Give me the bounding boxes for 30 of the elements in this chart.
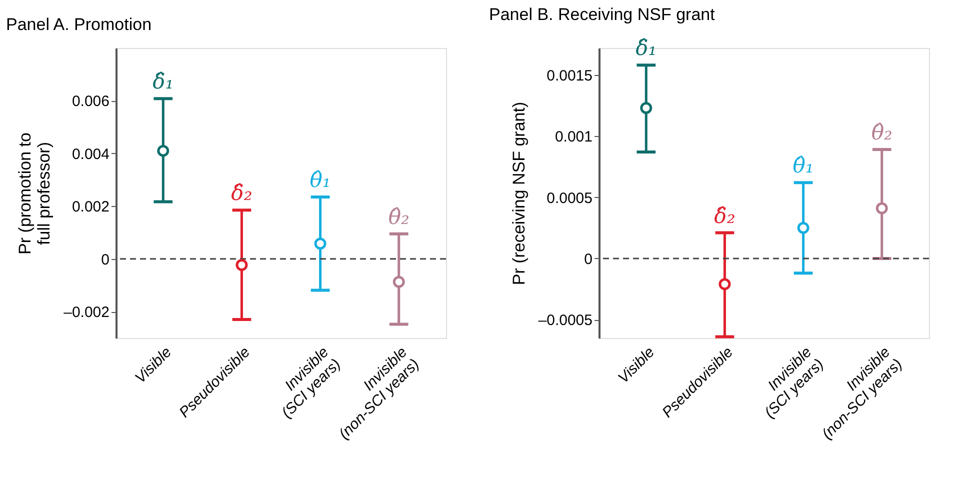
y-tick-label: 0.001 bbox=[554, 128, 592, 146]
point bbox=[236, 258, 248, 271]
y-tick-label: 0.002 bbox=[72, 198, 110, 216]
y-tick-label: 0 bbox=[584, 250, 592, 268]
y-tick-label: 0 bbox=[101, 251, 110, 268]
annotation: θ̂₂ bbox=[871, 120, 892, 145]
chart-title: Panel B. Receiving NSF grant bbox=[489, 5, 716, 24]
annotation: θ̂₁ bbox=[310, 168, 331, 192]
annotation: δ̂₁ bbox=[152, 70, 174, 94]
y-axis-title: Pr (promotion to full professor) bbox=[16, 132, 54, 254]
point bbox=[314, 238, 326, 250]
point bbox=[392, 276, 405, 288]
annotation: δ̂₂ bbox=[231, 181, 252, 206]
point bbox=[797, 222, 810, 234]
y-tick-label: 0.004 bbox=[72, 146, 110, 163]
annotation: δ̂₁ bbox=[636, 36, 657, 60]
y-axis-title: Pr (receiving NSF grant) bbox=[509, 102, 528, 286]
y-tick-label: –0.002 bbox=[64, 304, 110, 322]
point bbox=[640, 102, 652, 114]
annotation: δ̂₂ bbox=[714, 204, 736, 228]
y-tick-label: 0.006 bbox=[72, 93, 110, 110]
point bbox=[876, 202, 888, 214]
y-tick-label: –0.0005 bbox=[538, 312, 592, 330]
point bbox=[718, 278, 731, 290]
y-tick-label: 0.0015 bbox=[546, 67, 592, 84]
annotation: θ̂₁ bbox=[792, 154, 814, 178]
annotation: θ̂₂ bbox=[388, 204, 410, 229]
y-tick-label: 0.0005 bbox=[546, 190, 592, 207]
point bbox=[157, 144, 170, 157]
chart-title: Panel A. Promotion bbox=[6, 15, 152, 34]
